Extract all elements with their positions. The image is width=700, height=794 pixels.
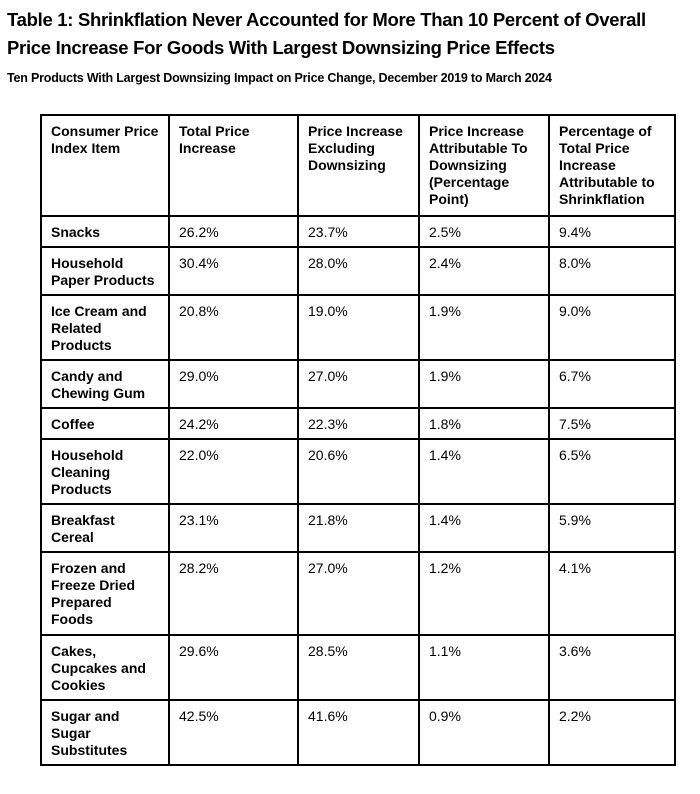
row-label: Household Paper Products <box>40 246 170 296</box>
table-row-candy-chewing-gum: Candy and Chewing Gum 29.0% 27.0% 1.9% 6… <box>40 359 676 409</box>
cell-shrinkflation-share: 9.4% <box>548 215 676 248</box>
row-label: Snacks <box>40 215 170 248</box>
cell-total-price-increase: 23.1% <box>168 503 299 553</box>
cell-total-price-increase: 29.0% <box>168 359 299 409</box>
cell-price-increase-excluding-downsizing: 28.0% <box>297 246 420 296</box>
cell-price-increase-excluding-downsizing: 28.5% <box>297 634 420 701</box>
cell-downsizing-percentage-point: 1.4% <box>418 438 550 505</box>
row-label: Cakes, Cupcakes and Cookies <box>40 634 170 701</box>
cell-shrinkflation-share: 7.5% <box>548 407 676 440</box>
column-header-percentage-attributable-to-shrinkflation: Percentage of Total Price Increase Attri… <box>548 114 676 217</box>
header-row: Consumer Price Index Item Total Price In… <box>40 114 676 217</box>
table-row-breakfast-cereal: Breakfast Cereal 23.1% 21.8% 1.4% 5.9% <box>40 503 676 553</box>
cell-downsizing-percentage-point: 2.4% <box>418 246 550 296</box>
cell-price-increase-excluding-downsizing: 21.8% <box>297 503 420 553</box>
cell-shrinkflation-share: 6.5% <box>548 438 676 505</box>
row-label: Ice Cream and Related Products <box>40 294 170 361</box>
cell-downsizing-percentage-point: 1.1% <box>418 634 550 701</box>
cell-total-price-increase: 22.0% <box>168 438 299 505</box>
cell-downsizing-percentage-point: 1.8% <box>418 407 550 440</box>
cell-downsizing-percentage-point: 1.9% <box>418 294 550 361</box>
column-header-price-increase-attributable-to-downsizing: Price Increase Attributable To Downsizin… <box>418 114 550 217</box>
row-label: Sugar and Sugar Substitutes <box>40 699 170 766</box>
row-label: Candy and Chewing Gum <box>40 359 170 409</box>
cell-shrinkflation-share: 6.7% <box>548 359 676 409</box>
table-row-snacks: Snacks 26.2% 23.7% 2.5% 9.4% <box>40 215 676 248</box>
row-label: Household Cleaning Products <box>40 438 170 505</box>
cell-total-price-increase: 24.2% <box>168 407 299 440</box>
table-row-sugar-substitutes: Sugar and Sugar Substitutes 42.5% 41.6% … <box>40 699 676 766</box>
cell-downsizing-percentage-point: 1.2% <box>418 551 550 636</box>
cell-downsizing-percentage-point: 0.9% <box>418 699 550 766</box>
cell-shrinkflation-share: 2.2% <box>548 699 676 766</box>
row-label: Frozen and Freeze Dried Prepared Foods <box>40 551 170 636</box>
cell-price-increase-excluding-downsizing: 20.6% <box>297 438 420 505</box>
cell-price-increase-excluding-downsizing: 27.0% <box>297 359 420 409</box>
row-label: Breakfast Cereal <box>40 503 170 553</box>
cell-shrinkflation-share: 8.0% <box>548 246 676 296</box>
cell-shrinkflation-share: 9.0% <box>548 294 676 361</box>
table-row-frozen-prepared-foods: Frozen and Freeze Dried Prepared Foods 2… <box>40 551 676 636</box>
cell-shrinkflation-share: 5.9% <box>548 503 676 553</box>
cell-total-price-increase: 26.2% <box>168 215 299 248</box>
cell-total-price-increase: 28.2% <box>168 551 299 636</box>
cell-shrinkflation-share: 4.1% <box>548 551 676 636</box>
cell-price-increase-excluding-downsizing: 23.7% <box>297 215 420 248</box>
column-header-cpi-item: Consumer Price Index Item <box>40 114 170 217</box>
table-row-coffee: Coffee 24.2% 22.3% 1.8% 7.5% <box>40 407 676 440</box>
column-header-price-increase-excluding-downsizing: Price Increase Excluding Downsizing <box>297 114 420 217</box>
cell-total-price-increase: 20.8% <box>168 294 299 361</box>
cell-price-increase-excluding-downsizing: 19.0% <box>297 294 420 361</box>
cell-shrinkflation-share: 3.6% <box>548 634 676 701</box>
cell-price-increase-excluding-downsizing: 41.6% <box>297 699 420 766</box>
table-row-cakes-cupcakes-cookies: Cakes, Cupcakes and Cookies 29.6% 28.5% … <box>40 634 676 701</box>
table-row-household-paper-products: Household Paper Products 30.4% 28.0% 2.4… <box>40 246 676 296</box>
row-label: Coffee <box>40 407 170 440</box>
cell-total-price-increase: 42.5% <box>168 699 299 766</box>
table-row-household-cleaning-products: Household Cleaning Products 22.0% 20.6% … <box>40 438 676 505</box>
cell-downsizing-percentage-point: 2.5% <box>418 215 550 248</box>
table-row-ice-cream: Ice Cream and Related Products 20.8% 19.… <box>40 294 676 361</box>
cell-downsizing-percentage-point: 1.4% <box>418 503 550 553</box>
cell-price-increase-excluding-downsizing: 27.0% <box>297 551 420 636</box>
cell-total-price-increase: 29.6% <box>168 634 299 701</box>
table-subtitle: Ten Products With Largest Downsizing Imp… <box>7 71 552 85</box>
cell-total-price-increase: 30.4% <box>168 246 299 296</box>
table-title: Table 1: Shrinkflation Never Accounted f… <box>7 9 646 58</box>
cell-downsizing-percentage-point: 1.9% <box>418 359 550 409</box>
shrinkflation-table: Consumer Price Index Item Total Price In… <box>40 114 676 766</box>
column-header-total-price-increase: Total Price Increase <box>168 114 299 217</box>
cell-price-increase-excluding-downsizing: 22.3% <box>297 407 420 440</box>
